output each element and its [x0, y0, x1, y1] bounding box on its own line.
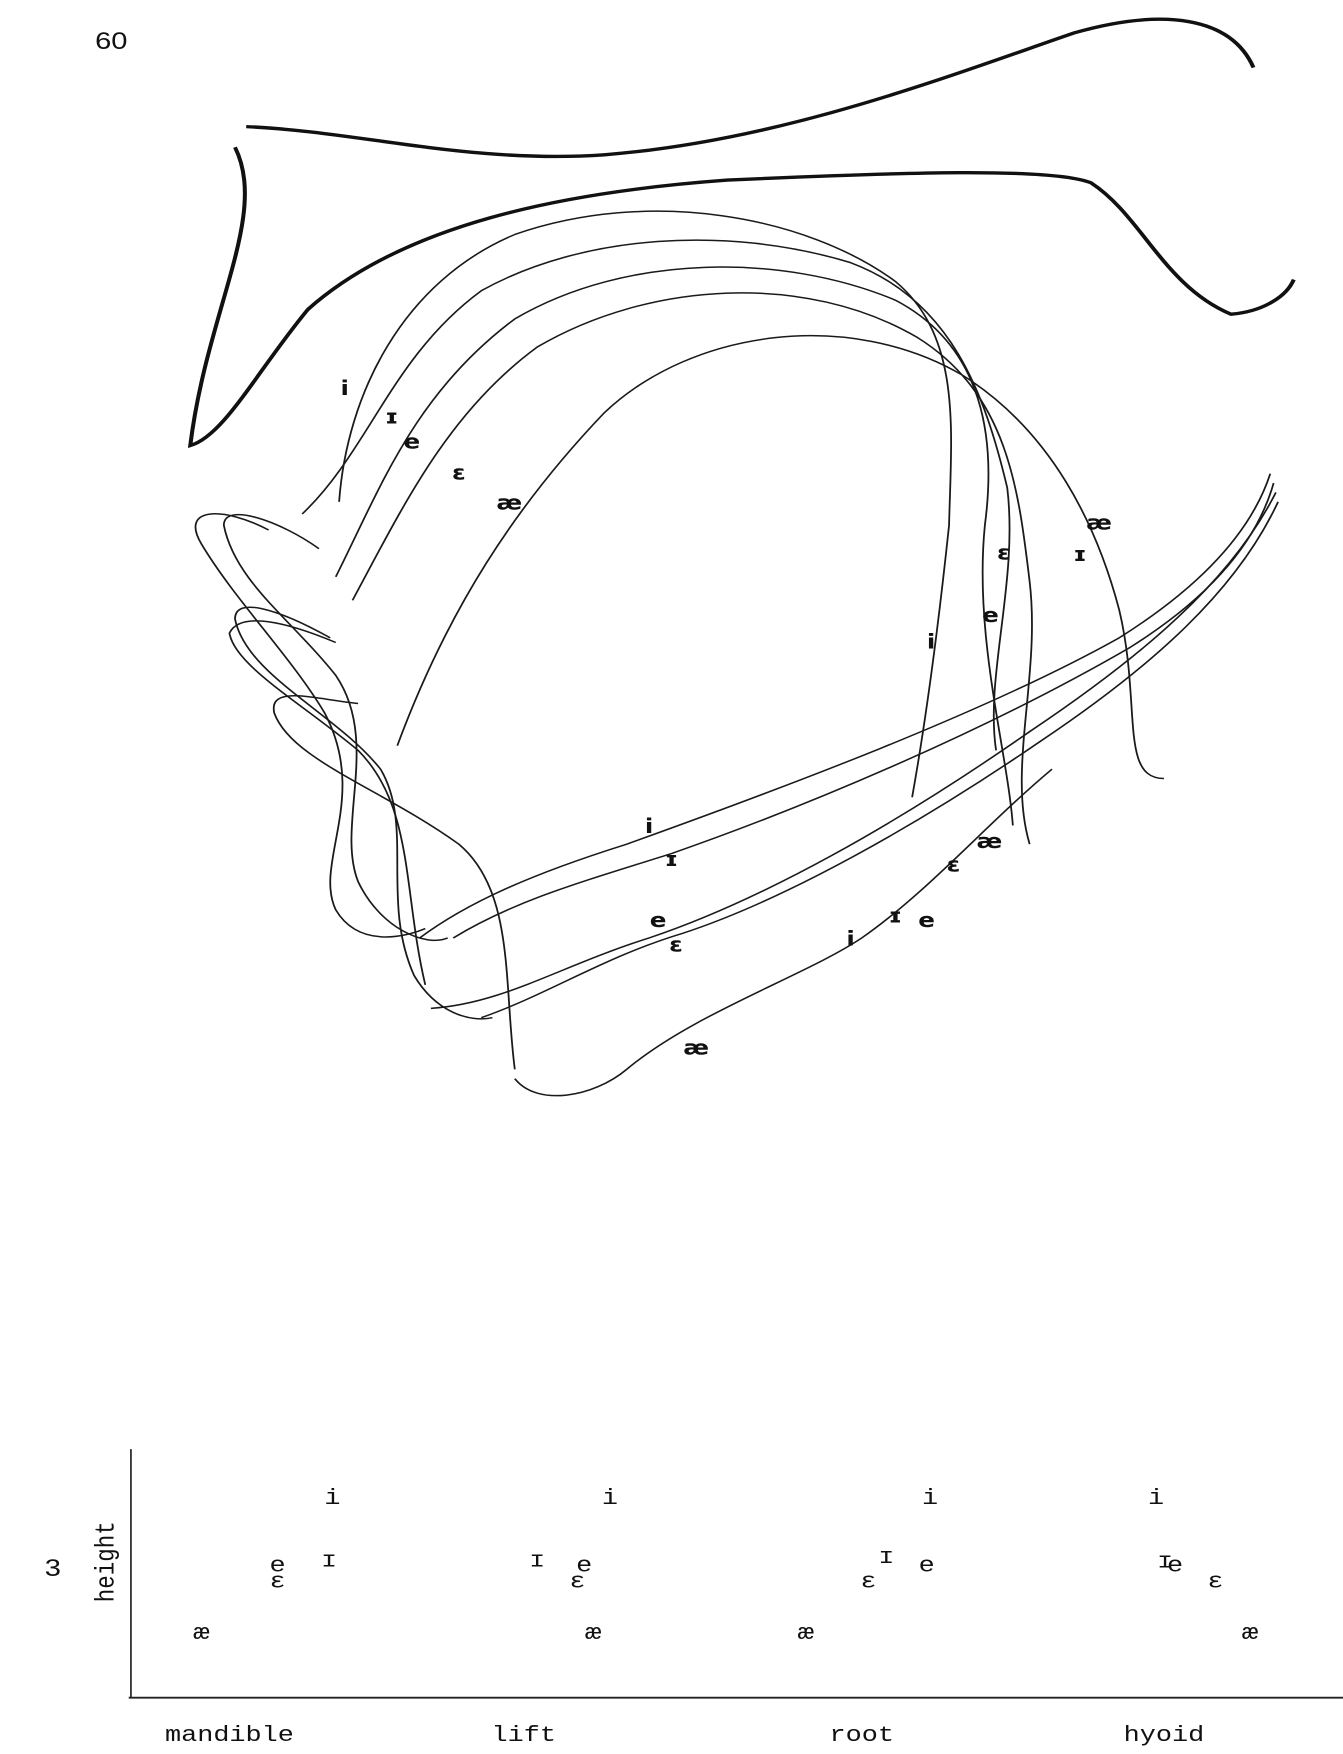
vowel-label: i: [645, 815, 653, 839]
column-label: hyoid: [1124, 1723, 1205, 1748]
tongue-contour: [336, 267, 1013, 825]
plot-vowel: æ: [585, 1621, 601, 1646]
page: {"page_number": "60", "tracing": {"label…: [0, 0, 1343, 1754]
vowel-label: e: [650, 909, 667, 933]
jaw-line: [481, 502, 1278, 1018]
plot-vowel: e: [1167, 1553, 1183, 1578]
lip-outline: [274, 696, 515, 1069]
vowel-label: ɪ: [889, 904, 902, 928]
plot-vowel: e: [919, 1553, 935, 1578]
plot-vowel: i: [324, 1486, 340, 1511]
vowel-label: e: [982, 604, 999, 628]
plot-vowel: æ: [798, 1621, 814, 1646]
column-label: root: [830, 1723, 894, 1748]
vowel-label: ɪ: [1073, 543, 1086, 567]
palate-outline: [190, 147, 1293, 445]
plot-vowel: ɛ: [860, 1569, 876, 1594]
vowel-label: æ: [683, 1036, 709, 1060]
jaw-line: [453, 483, 1273, 938]
vowel-label: e: [918, 909, 935, 933]
margin-mark: 3: [45, 1554, 61, 1581]
tongue-contour: [353, 293, 1032, 844]
lip-outline: [195, 514, 425, 937]
plot-vowel: ɛ: [269, 1569, 285, 1594]
jaw-line: [420, 474, 1271, 938]
vowel-label: ɛ: [947, 853, 961, 877]
column-label: lift: [492, 1723, 556, 1748]
page-figure: 60 iɪeɛææɛɪeiiɪeɛæɛæɪei 3 height mandibl…: [0, 0, 1343, 1754]
vowel-label: ɪ: [665, 848, 678, 872]
vowel-label: æ: [496, 491, 522, 515]
column-label: mandible: [165, 1723, 294, 1748]
plot-vowel: ɪ: [321, 1549, 337, 1574]
vowel-label: æ: [1086, 511, 1112, 535]
tongue-contour: [339, 211, 951, 797]
lip-outline: [229, 621, 425, 985]
plot-vowel: ɛ: [569, 1569, 585, 1594]
vowel-label: i: [927, 630, 935, 654]
palate-outline: [246, 19, 1253, 156]
plot-vowel: ɪ: [878, 1545, 894, 1570]
plot-vowel: i: [1148, 1486, 1164, 1511]
page-number: 60: [95, 27, 127, 54]
plot-vowel: i: [922, 1486, 938, 1511]
vowel-label: ɛ: [997, 541, 1011, 565]
vowel-label: ɛ: [669, 933, 683, 957]
plot-vowel: ɪ: [529, 1549, 545, 1574]
vowel-label: i: [340, 377, 348, 401]
plot-vowel: æ: [193, 1621, 209, 1646]
tracing: [190, 19, 1293, 1095]
vowel-label: e: [404, 430, 421, 454]
lip-outline: [235, 607, 492, 1019]
plot-y-label: height: [92, 1521, 122, 1602]
plot-vowel: æ: [1242, 1621, 1258, 1646]
lip-outline: [224, 515, 448, 941]
vowel-label: i: [846, 928, 854, 952]
jaw-line: [515, 769, 1052, 1096]
vowel-label: æ: [976, 830, 1002, 854]
plot-vowel: ɛ: [1207, 1569, 1223, 1594]
tongue-contour: [397, 336, 1164, 779]
vowel-label: ɛ: [452, 461, 466, 485]
vowel-label: ɪ: [385, 405, 398, 429]
plot-vowel: i: [602, 1486, 618, 1511]
